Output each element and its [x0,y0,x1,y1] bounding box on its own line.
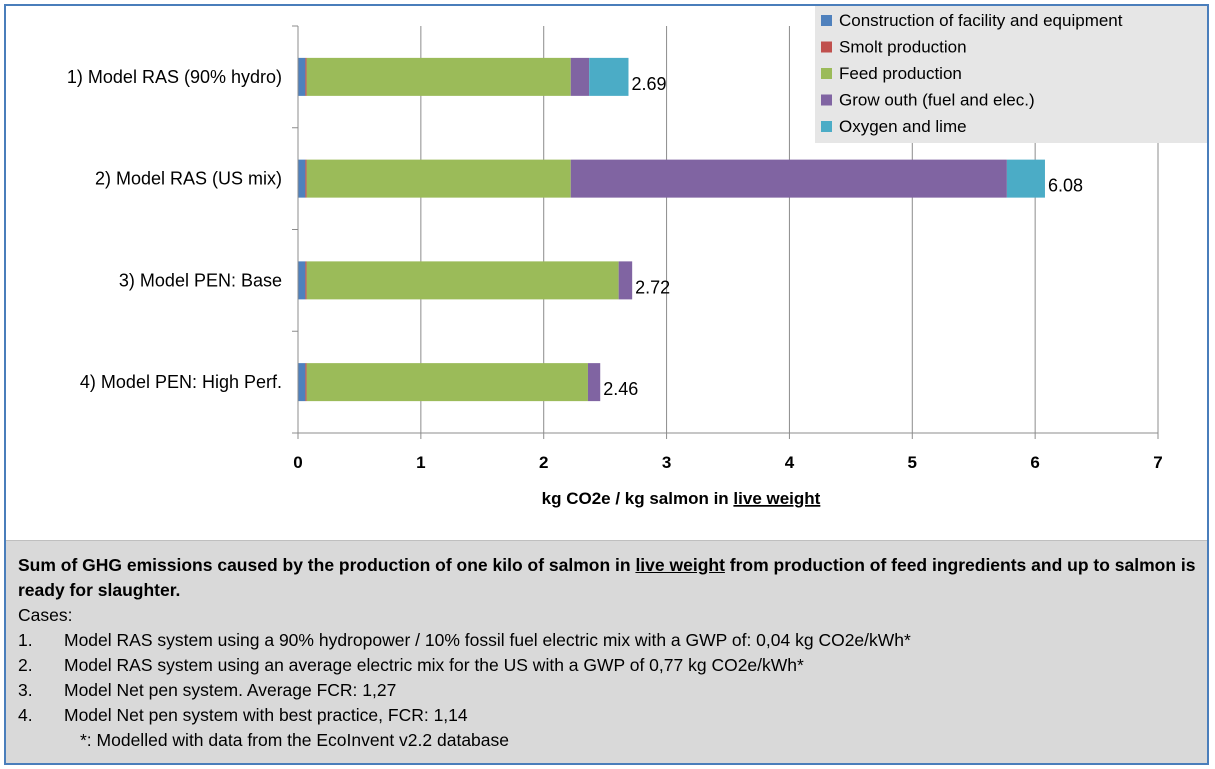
legend-swatch [821,41,832,53]
category-label: 3) Model PEN: Base [119,270,282,290]
bar-segment [570,159,1007,198]
x-tick-label: 6 [1030,453,1039,472]
category-label: 1) Model RAS (90% hydro) [67,67,282,87]
legend-swatch [821,121,832,132]
bar-segment [305,261,307,300]
x-tick-label: 0 [293,453,302,472]
bar-segment [305,159,307,198]
case-text: Model Net pen system. Average FCR: 1,27 [64,680,397,700]
figure-frame: 1) Model RAS (90% hydro) 2) Model RAS (US… [4,4,1209,765]
case-number: 3. [18,680,33,700]
caption-title-post: from production of feed ingredients and … [18,555,1196,600]
bar-segment [306,159,571,198]
caption-box: Sum of GHG emissions caused by the produ… [6,540,1207,763]
total-label: 2.72 [635,277,670,297]
case-number: 2. [18,655,33,675]
legend-swatch [821,15,832,26]
footnote: *: Modelled with data from the EcoInvent… [80,730,510,750]
total-labels: 2.69 6.08 2.72 2.46 [603,74,1083,399]
caption-title-underlined: live weight [635,555,725,575]
case-text: Model RAS system using an average electr… [64,655,804,675]
bar-segment [305,363,307,402]
bar-segment [298,261,306,300]
legend-label: Feed production [839,64,962,83]
total-label: 6.08 [1048,176,1083,196]
legend-label: Construction of facility and equipment [839,11,1123,30]
bar-segment [298,57,306,96]
bars [298,57,1045,402]
legend: Construction of facility and equipment Sm… [815,6,1207,143]
legend-swatch [821,68,832,79]
bar-segment [618,261,633,300]
x-tick-label: 2 [539,453,548,472]
bar-segment [305,57,307,96]
case-text: Model RAS system using a 90% hydropower … [64,630,911,650]
x-tick-label: 3 [662,453,671,472]
bar-segment [570,57,590,96]
x-axis-label-text: kg CO2e / kg salmon in [542,489,734,508]
bar-segment [306,261,619,300]
case-item: 1. Model RAS system using a 90% hydropowe… [18,628,1207,653]
bar-segment [306,57,571,96]
stacked-bar-chart: 1) Model RAS (90% hydro) 2) Model RAS (US… [67,6,1207,508]
x-tick-label: 5 [908,453,917,472]
legend-box [815,6,1207,143]
x-axis-label-underlined: live weight [733,489,820,508]
legend-label: Oxygen and lime [839,117,967,136]
total-label: 2.69 [631,74,666,94]
x-tick-label: 1 [416,453,425,472]
bar-segment [589,57,629,96]
cases-label: Cases: [18,605,73,625]
total-label: 2.46 [603,379,638,399]
bar-segment [1006,159,1045,198]
case-item: 4. Model Net pen system with best practic… [18,703,1207,728]
category-labels: 1) Model RAS (90% hydro) 2) Model RAS (US… [67,67,282,392]
caption-title-pre: Sum of GHG emissions caused by the produ… [18,555,636,575]
bar-segment [298,159,306,198]
bar-segment [587,363,601,402]
legend-swatch [821,94,832,106]
x-axis-label: kg CO2e / kg salmon in live weight [542,489,821,508]
x-tick-label: 4 [785,453,795,472]
bar-segment [306,363,588,402]
case-number: 1. [18,630,33,650]
case-number: 4. [18,705,33,725]
x-tick-labels: 0 1 2 3 4 5 6 7 [293,453,1162,472]
category-label: 2) Model RAS (US mix) [95,169,282,189]
legend-label: Smolt production [839,38,967,57]
case-text: Model Net pen system with best practice,… [64,705,468,725]
case-item: 3. Model Net pen system. Average FCR: 1,2… [18,678,1207,703]
case-item: 2. Model RAS system using an average elec… [18,653,1207,678]
legend-label: Grow outh (fuel and elec.) [839,91,1035,110]
x-tick-label: 7 [1153,453,1162,472]
caption-title: Sum of GHG emissions caused by the produ… [18,553,1197,603]
bar-segment [298,363,306,402]
axes [292,25,1159,439]
category-label: 4) Model PEN: High Perf. [80,372,282,392]
